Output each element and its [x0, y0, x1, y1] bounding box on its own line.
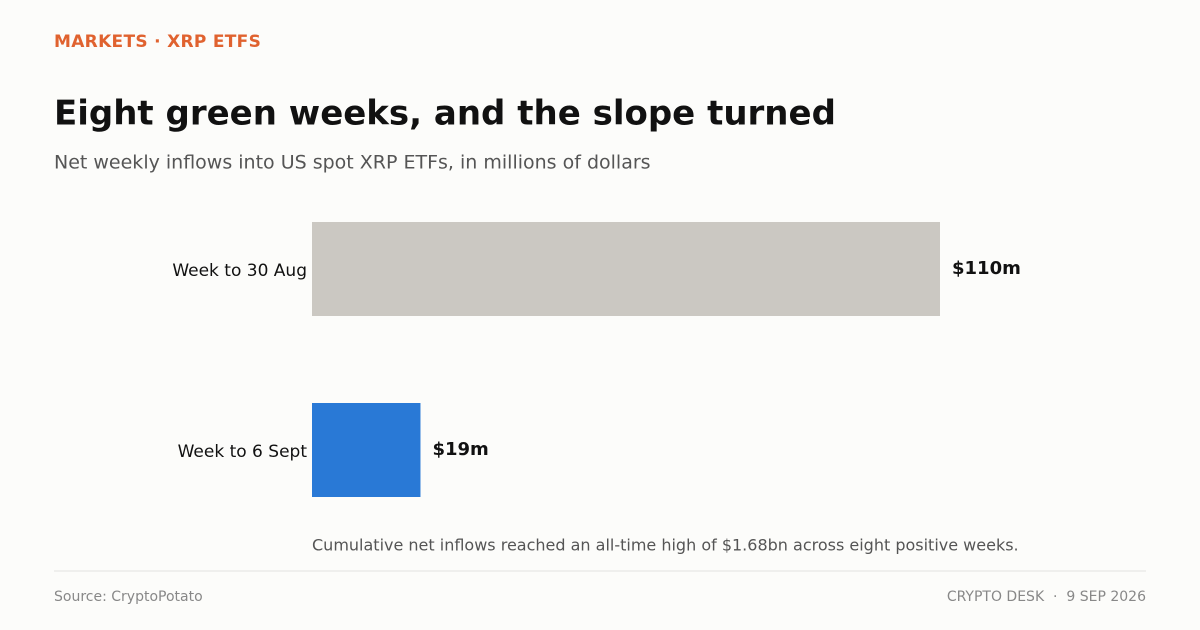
chart-title: Eight green weeks, and the slope turned [54, 94, 836, 134]
category-label: Week to 6 Sept [178, 442, 308, 462]
kicker: MARKETS · XRP ETFS [54, 32, 261, 52]
source: Source: CryptoPotato [54, 589, 203, 605]
value-label: $110m [952, 258, 1021, 279]
value-label: $19m [432, 439, 488, 460]
category-label: Week to 30 Aug [172, 261, 307, 281]
chart-subtitle: Net weekly inflows into US spot XRP ETFs… [54, 152, 651, 174]
bar [312, 222, 940, 316]
credit: CRYPTO DESK · 9 SEP 2026 [947, 589, 1146, 605]
annotation: Cumulative net inflows reached an all-ti… [312, 536, 1019, 555]
bar [312, 403, 421, 497]
